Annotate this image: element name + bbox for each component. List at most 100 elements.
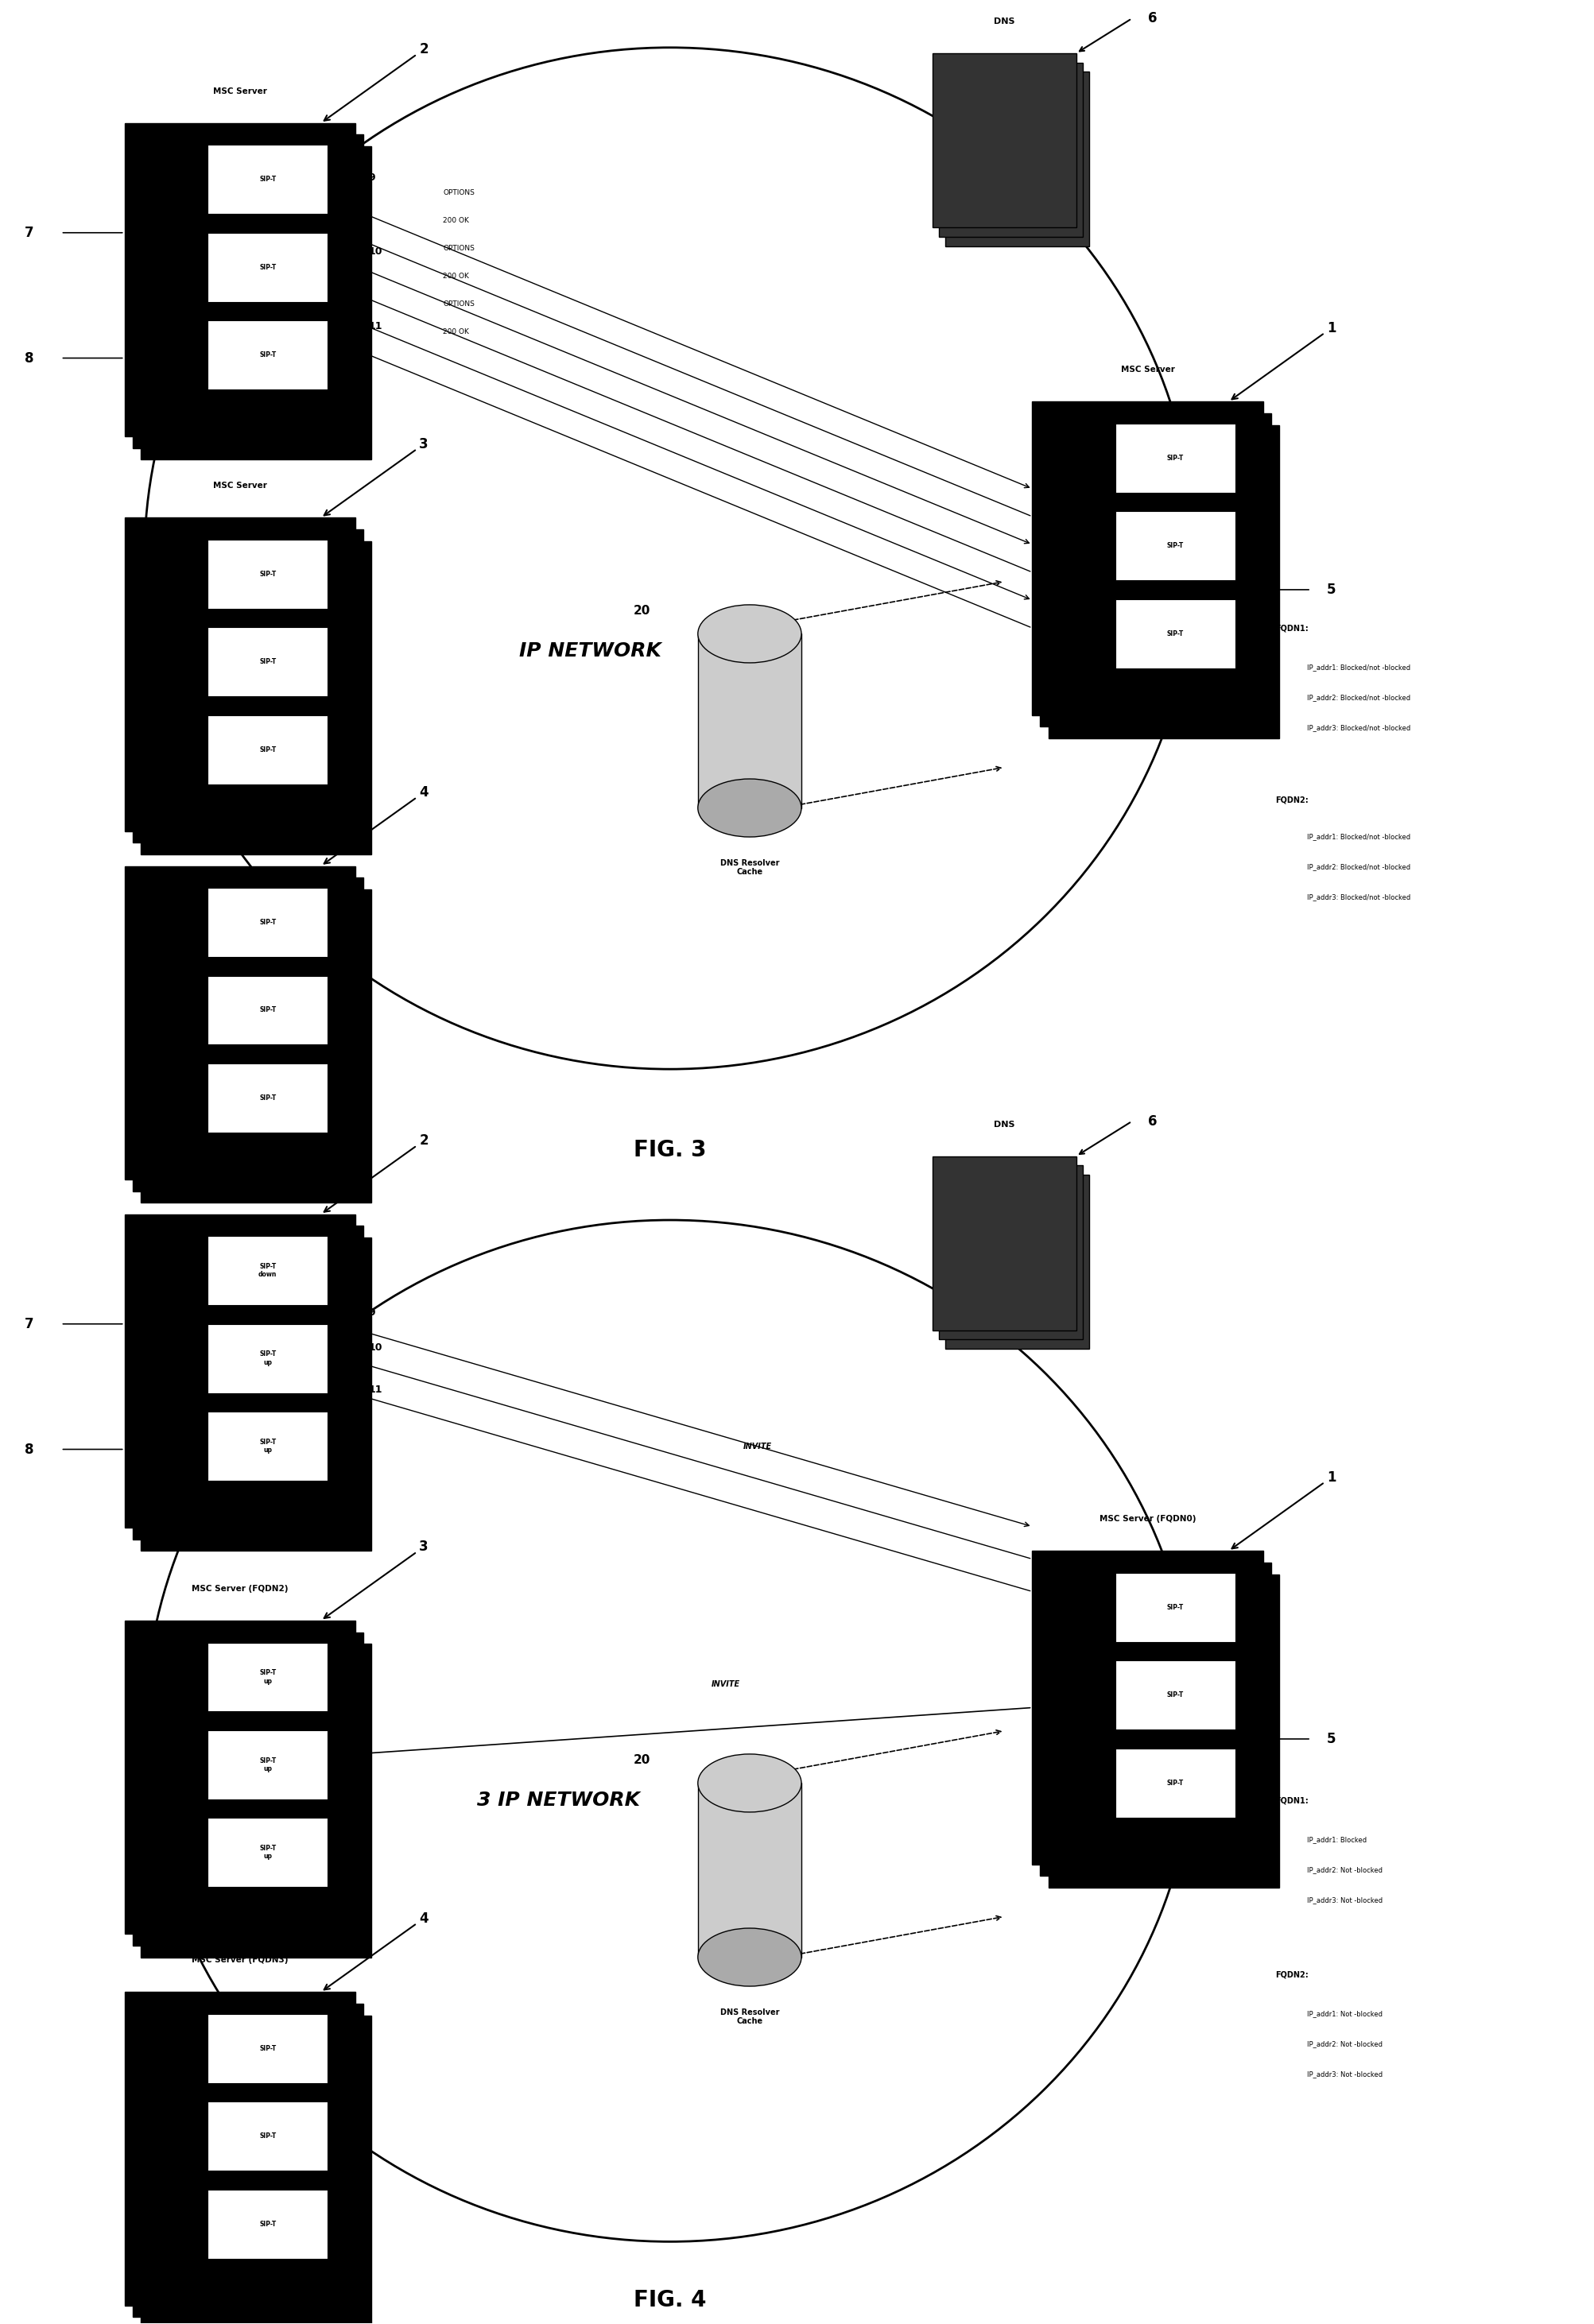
FancyBboxPatch shape [207, 1817, 328, 1887]
Text: 200 OK: 200 OK [443, 272, 469, 279]
FancyBboxPatch shape [939, 1164, 1082, 1339]
FancyBboxPatch shape [207, 144, 328, 214]
Text: 8: 8 [24, 351, 33, 365]
FancyBboxPatch shape [1039, 414, 1270, 727]
FancyBboxPatch shape [207, 1064, 328, 1132]
Text: 2: 2 [324, 42, 429, 121]
Text: DNS: DNS [993, 1120, 1014, 1129]
Text: SIP-T: SIP-T [260, 918, 276, 925]
FancyBboxPatch shape [124, 1213, 355, 1527]
Text: IP NETWORK: IP NETWORK [520, 641, 662, 660]
Text: 3: 3 [324, 437, 429, 516]
Text: OPTIONS: OPTIONS [443, 188, 475, 195]
FancyBboxPatch shape [132, 135, 363, 449]
Text: FIG. 3: FIG. 3 [633, 1139, 706, 1162]
Text: DNS: DNS [993, 19, 1014, 26]
Text: IP_addr2: Not -blocked: IP_addr2: Not -blocked [1307, 1866, 1382, 1873]
Text: SIP-T: SIP-T [260, 1095, 276, 1102]
Text: 9: 9 [368, 172, 375, 184]
Text: INVITE: INVITE [743, 1443, 771, 1450]
Text: IP_addr2: Blocked/not -blocked: IP_addr2: Blocked/not -blocked [1307, 865, 1409, 872]
FancyBboxPatch shape [207, 1643, 328, 1710]
FancyBboxPatch shape [1114, 511, 1235, 581]
Text: 5: 5 [1326, 1731, 1336, 1745]
FancyBboxPatch shape [945, 1174, 1089, 1348]
FancyBboxPatch shape [1114, 1662, 1235, 1729]
Text: MSC Server: MSC Server [1121, 365, 1175, 374]
FancyBboxPatch shape [132, 1631, 363, 1945]
Text: 2: 2 [324, 1134, 429, 1211]
Text: 6: 6 [1148, 12, 1156, 26]
Text: 200 OK: 200 OK [443, 328, 469, 335]
Text: 3 IP NETWORK: 3 IP NETWORK [477, 1792, 639, 1810]
Ellipse shape [698, 1755, 800, 1813]
FancyBboxPatch shape [698, 1783, 800, 1957]
Text: SIP-T
up: SIP-T up [260, 1350, 276, 1367]
FancyBboxPatch shape [132, 1225, 363, 1538]
Text: SIP-T: SIP-T [260, 572, 276, 579]
Text: FQDN2:: FQDN2: [1275, 1971, 1307, 1978]
Text: 20: 20 [633, 1755, 650, 1766]
FancyBboxPatch shape [207, 716, 328, 783]
FancyBboxPatch shape [1047, 1573, 1278, 1887]
FancyBboxPatch shape [132, 530, 363, 844]
Text: 7: 7 [24, 1318, 33, 1332]
FancyBboxPatch shape [207, 1325, 328, 1392]
Text: FQDN1:: FQDN1: [1275, 625, 1307, 632]
Text: FQDN2:: FQDN2: [1275, 795, 1307, 804]
Text: MSC Server (FQDN0): MSC Server (FQDN0) [1098, 1515, 1196, 1522]
FancyBboxPatch shape [1114, 600, 1235, 667]
FancyBboxPatch shape [1114, 423, 1235, 493]
Text: SIP-T
up: SIP-T up [260, 1757, 276, 1773]
Text: 3: 3 [324, 1541, 429, 1618]
FancyBboxPatch shape [207, 976, 328, 1043]
Text: OPTIONS: OPTIONS [443, 300, 475, 307]
Text: MSC Server: MSC Server [214, 830, 266, 839]
Text: IP_addr3: Blocked/not -blocked: IP_addr3: Blocked/not -blocked [1307, 895, 1409, 902]
FancyBboxPatch shape [140, 2015, 371, 2324]
FancyBboxPatch shape [1031, 402, 1262, 716]
Text: DNS Resolver
Cache: DNS Resolver Cache [719, 2008, 779, 2027]
FancyBboxPatch shape [207, 888, 328, 957]
Text: SIP-T: SIP-T [260, 2133, 276, 2140]
Text: MSC Server (FQDN3): MSC Server (FQDN3) [191, 1957, 289, 1964]
FancyBboxPatch shape [140, 541, 371, 855]
Text: IP_addr2: Blocked/not -blocked: IP_addr2: Blocked/not -blocked [1307, 695, 1409, 702]
FancyBboxPatch shape [207, 232, 328, 302]
FancyBboxPatch shape [207, 2189, 328, 2259]
Text: SIP-T: SIP-T [1167, 1604, 1183, 1611]
Text: SIP-T: SIP-T [1167, 630, 1183, 637]
Text: SIP-T: SIP-T [260, 177, 276, 184]
FancyBboxPatch shape [124, 867, 355, 1178]
Text: 4: 4 [324, 1910, 429, 1989]
Text: 7: 7 [24, 225, 33, 239]
FancyBboxPatch shape [140, 890, 371, 1202]
Text: SIP-T: SIP-T [1167, 541, 1183, 548]
Text: OPTIONS: OPTIONS [443, 244, 475, 251]
Text: MSC Server (FQDN1): MSC Server (FQDN1) [191, 1178, 289, 1185]
Text: SIP-T: SIP-T [1167, 456, 1183, 462]
FancyBboxPatch shape [1047, 425, 1278, 739]
FancyBboxPatch shape [1031, 1550, 1262, 1864]
Text: 10: 10 [368, 1343, 383, 1353]
Ellipse shape [698, 779, 800, 837]
FancyBboxPatch shape [140, 1236, 371, 1550]
Text: IP_addr1: Not -blocked: IP_addr1: Not -blocked [1307, 2010, 1382, 2017]
FancyBboxPatch shape [207, 627, 328, 697]
FancyBboxPatch shape [207, 321, 328, 390]
Text: SIP-T: SIP-T [260, 351, 276, 358]
Text: SIP-T: SIP-T [260, 2045, 276, 2052]
Text: SIP-T
up: SIP-T up [260, 1439, 276, 1455]
FancyBboxPatch shape [698, 634, 800, 809]
Text: SIP-T: SIP-T [260, 263, 276, 272]
Text: FIG. 4: FIG. 4 [633, 2289, 706, 2312]
Text: 8: 8 [24, 1443, 33, 1457]
Text: IP_addr1: Blocked: IP_addr1: Blocked [1307, 1836, 1366, 1843]
Text: SIP-T
down: SIP-T down [258, 1262, 277, 1278]
Text: IP_addr3: Not -blocked: IP_addr3: Not -blocked [1307, 2071, 1382, 2078]
FancyBboxPatch shape [140, 146, 371, 460]
Text: 11: 11 [368, 1385, 383, 1394]
Text: 5: 5 [1326, 583, 1336, 597]
Text: 9: 9 [368, 1308, 375, 1318]
Text: 6: 6 [1148, 1113, 1156, 1129]
